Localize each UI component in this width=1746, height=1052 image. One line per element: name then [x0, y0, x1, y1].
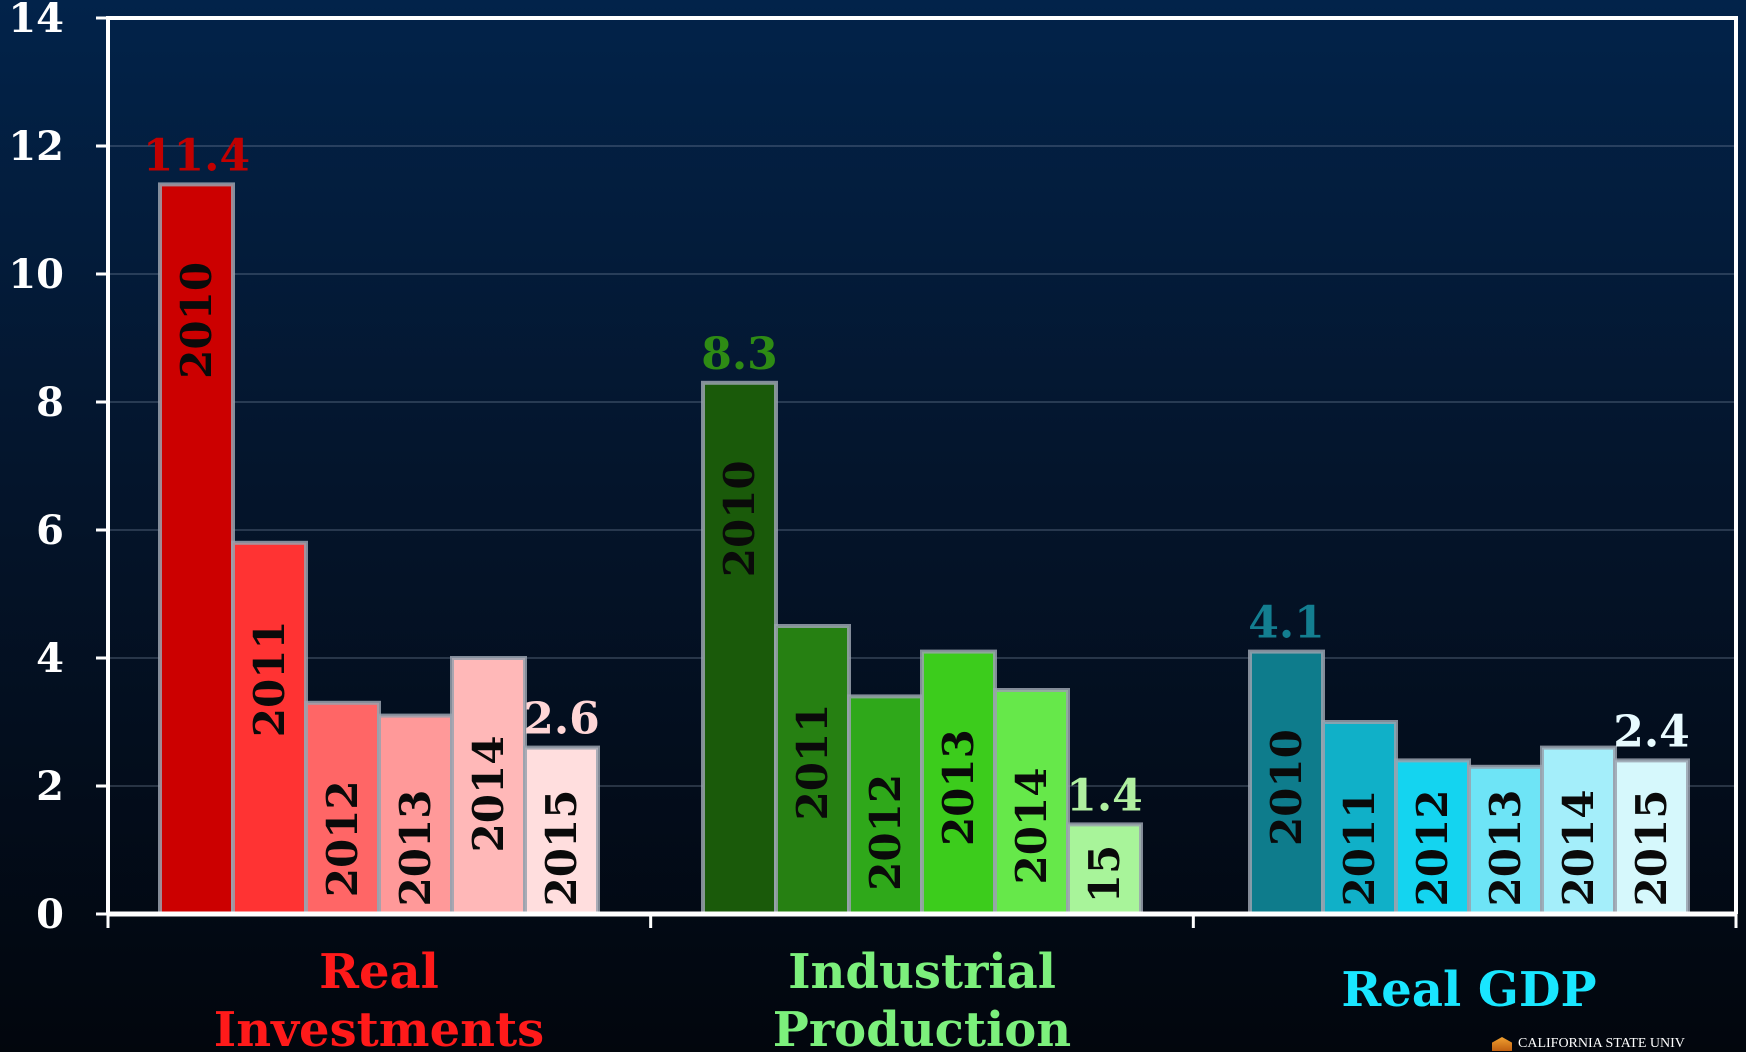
- bar: [1613, 758, 1690, 917]
- bar-year-label: 2014: [1007, 768, 1056, 885]
- y-tick-label: 12: [8, 123, 64, 170]
- category-label: Real: [319, 944, 439, 1000]
- bar-year-label: 2015: [537, 790, 586, 907]
- y-tick-label: 6: [36, 507, 64, 554]
- bar-year-label: 2011: [245, 620, 294, 737]
- bar: [304, 700, 381, 916]
- bar-year-label: 2013: [934, 729, 983, 846]
- bar-year-label: 2010: [715, 460, 764, 577]
- bar-value-label: 11.4: [143, 130, 250, 181]
- bar-value-label: 8.3: [701, 329, 778, 380]
- university-seal-icon: [1492, 1037, 1512, 1051]
- bar-year-label: 2012: [318, 780, 367, 897]
- category-label: Industrial: [788, 944, 1056, 1000]
- bar: [158, 182, 235, 916]
- y-tick-label: 10: [8, 251, 64, 298]
- bar-value-label: 2.4: [1613, 706, 1690, 757]
- y-tick-label: 4: [36, 635, 64, 682]
- bar-value-label: 2.6: [523, 694, 600, 745]
- bar-year-label: 2014: [464, 736, 513, 853]
- university-logo: CALIFORNIA STATE UNIV: [1492, 1036, 1685, 1052]
- bar: [1540, 745, 1617, 916]
- bar-year-label: 2012: [861, 774, 910, 891]
- bar-year-label: 2010: [172, 262, 221, 379]
- category-label: Real GDP: [1341, 962, 1596, 1018]
- category-label: Production: [773, 1002, 1071, 1052]
- bar-year-label: 2015: [1627, 790, 1676, 907]
- university-logo-text: CALIFORNIA STATE UNIV: [1518, 1036, 1685, 1051]
- bar-value-label: 1.4: [1066, 770, 1143, 821]
- y-tick-label: 14: [8, 0, 64, 42]
- bar-year-label: 15: [1080, 845, 1129, 903]
- bar-year-label: 2011: [788, 704, 837, 821]
- bar: [993, 688, 1070, 916]
- bar-year-label: 2014: [1554, 790, 1603, 907]
- bar: [1066, 822, 1143, 917]
- bar-year-label: 2011: [1335, 790, 1384, 907]
- y-tick-label: 2: [36, 763, 64, 810]
- bar-year-label: 2013: [1481, 790, 1530, 907]
- bar-value-label: 4.1: [1248, 598, 1325, 649]
- y-tick-label: 8: [36, 379, 64, 426]
- plot-frame: [106, 16, 1738, 914]
- y-tick-label: 0: [36, 891, 64, 938]
- category-label: Investments: [214, 1002, 544, 1052]
- bar: [1321, 720, 1398, 916]
- bar-year-label: 2013: [391, 790, 440, 907]
- bar: [377, 713, 454, 916]
- bar-year-label: 2012: [1408, 790, 1457, 907]
- bar-year-label: 2010: [1262, 729, 1311, 846]
